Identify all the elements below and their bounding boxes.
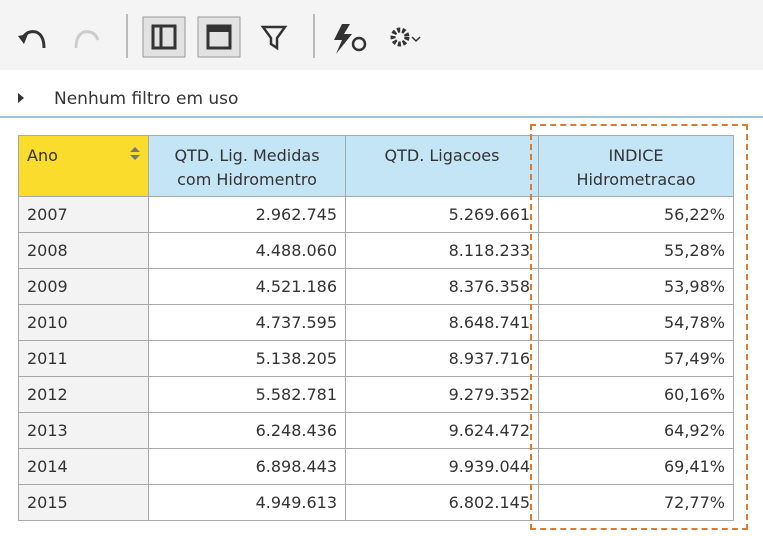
table-cell: 8.937.716 xyxy=(345,340,539,377)
toolbar xyxy=(0,0,763,70)
table-cell: 2014 xyxy=(18,448,149,485)
table-cell: 2007 xyxy=(18,196,149,233)
table-cell: 8.376.358 xyxy=(345,268,539,305)
table-icon xyxy=(208,26,230,32)
expand-icon[interactable] xyxy=(14,90,34,110)
header-text: com Hidromentro xyxy=(177,170,317,189)
table-cell: 2009 xyxy=(18,268,149,305)
table-cell: 5.269.661 xyxy=(345,196,539,233)
table-cell: 6.802.145 xyxy=(345,484,539,521)
column-header: QTD. Ligacoes xyxy=(345,135,539,197)
table-cell: 54,78% xyxy=(538,304,734,341)
table-cell: 2010 xyxy=(18,304,149,341)
settings-caret xyxy=(411,36,421,43)
header-text: Ano xyxy=(27,146,58,165)
column-header: INDICE Hidrometracao xyxy=(538,135,734,197)
table-cell: 2011 xyxy=(18,340,149,377)
table-cell: 9.279.352 xyxy=(345,376,539,413)
table-cell: 2.962.745 xyxy=(148,196,346,233)
settings-icon[interactable] xyxy=(390,27,410,47)
header-text: Hidrometracao xyxy=(576,170,696,189)
table-cell: 9.624.472 xyxy=(345,412,539,449)
table-cell: 53,98% xyxy=(538,268,734,305)
table-cell: 9.939.044 xyxy=(345,448,539,485)
undo-arrow xyxy=(18,34,28,44)
table-cell: 72,77% xyxy=(538,484,734,521)
layout-icon xyxy=(151,24,177,50)
table-cell: 2012 xyxy=(18,376,149,413)
column-header[interactable]: Ano xyxy=(18,135,149,197)
refresh-icon xyxy=(351,36,367,52)
table-cell: 4.737.595 xyxy=(148,304,346,341)
sort-icon[interactable] xyxy=(128,146,142,162)
table-cell: 4.949.613 xyxy=(148,484,346,521)
table-cell: 5.582.781 xyxy=(148,376,346,413)
filter-icon[interactable] xyxy=(260,25,288,51)
table-cell: 2015 xyxy=(18,484,149,521)
table-cell: 6.898.443 xyxy=(148,448,346,485)
table-button[interactable] xyxy=(197,16,241,58)
table-cell: 2008 xyxy=(18,232,149,269)
table-cell: 60,16% xyxy=(538,376,734,413)
header-text: QTD. Lig. Medidas xyxy=(174,146,320,165)
table-cell: 4.521.186 xyxy=(148,268,346,305)
table-cell: 5.138.205 xyxy=(148,340,346,377)
header-text: QTD. Ligacoes xyxy=(384,146,500,165)
column-header: QTD. Lig. Medidas com Hidromentro xyxy=(148,135,346,197)
toolbar-icons xyxy=(18,14,421,58)
table-cell: 8.648.741 xyxy=(345,304,539,341)
layout-button[interactable] xyxy=(142,16,186,58)
table-cell: 64,92% xyxy=(538,412,734,449)
table-cell: 2013 xyxy=(18,412,149,449)
table-cell: 55,28% xyxy=(538,232,734,269)
table-cell: 57,49% xyxy=(538,340,734,377)
header-text: INDICE xyxy=(608,146,664,165)
table-cell: 6.248.436 xyxy=(148,412,346,449)
refresh-icon[interactable] xyxy=(334,24,352,54)
redo-icon[interactable] xyxy=(74,30,100,49)
table-cell: 69,41% xyxy=(538,448,734,485)
filter-bar: Nenhum filtro em uso xyxy=(0,86,763,118)
table-cell: 56,22% xyxy=(538,196,734,233)
filter-text: Nenhum filtro em uso xyxy=(54,89,239,109)
table-cell: 8.118.233 xyxy=(345,232,539,269)
table-cell: 4.488.060 xyxy=(148,232,346,269)
